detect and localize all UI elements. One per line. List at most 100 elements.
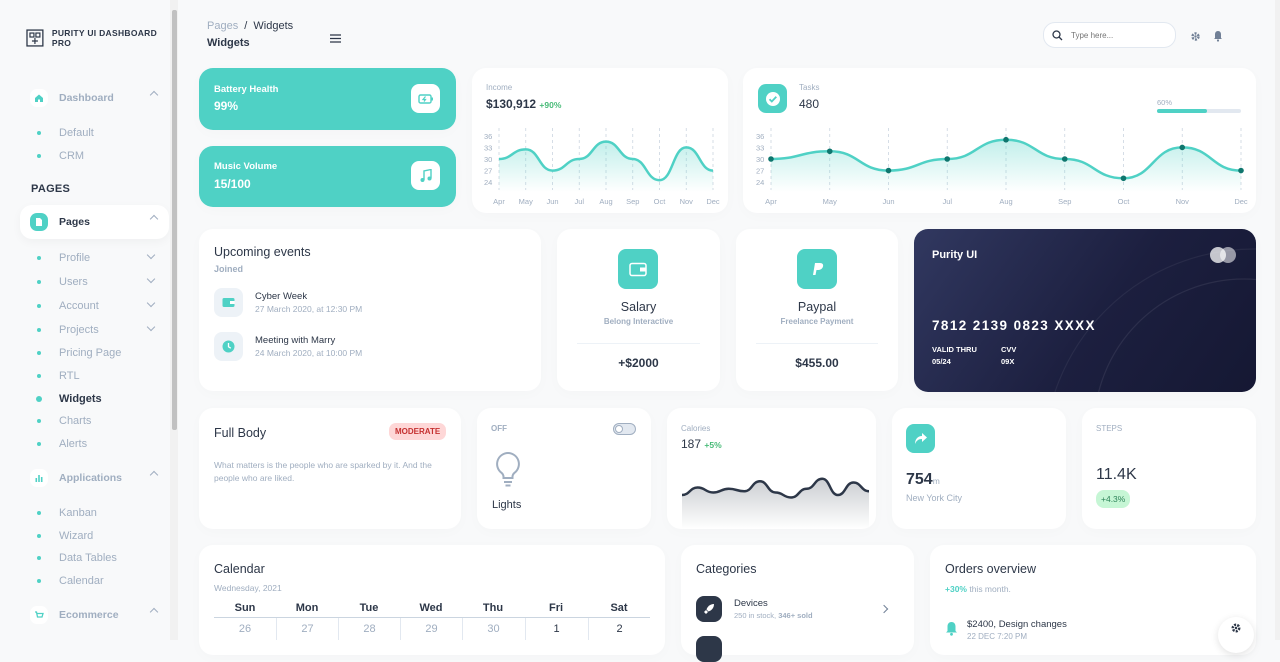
x-tick-label: Aug <box>599 197 612 206</box>
clock-icon[interactable] <box>214 332 243 361</box>
brand[interactable]: PURITY UI DASHBOARD PRO <box>26 28 178 48</box>
calendar-date[interactable]: 27 <box>276 618 338 640</box>
calories-value: 187 <box>681 437 702 451</box>
search-icon <box>1052 29 1063 40</box>
sidebar-item-default[interactable]: Default <box>37 127 94 139</box>
y-tick-label: 36 <box>484 132 492 141</box>
category-sold: 346+ sold <box>778 611 813 620</box>
calendar-date[interactable]: 30 <box>462 618 524 640</box>
event-title[interactable]: Cyber Week <box>255 291 308 302</box>
income-label: Income <box>486 83 513 92</box>
calendar-date[interactable]: 1 <box>525 618 587 640</box>
calendar-date[interactable]: 2 <box>588 618 650 640</box>
calendar-day-mon: Mon <box>295 602 319 614</box>
settings-icon[interactable] <box>1190 29 1201 47</box>
sidebar-item-label: Users <box>59 276 88 288</box>
sidebar-group-pages[interactable]: Pages <box>20 205 169 239</box>
category-title[interactable]: Devices <box>734 598 768 609</box>
sidebar-scrollbar-thumb[interactable] <box>172 10 177 430</box>
bullet-icon <box>37 511 41 515</box>
music-card: Music Volume 15/100 <box>199 146 456 207</box>
steps-label: STEPS <box>1096 424 1123 433</box>
steps-value: 11.4K <box>1096 466 1137 483</box>
configurator-button[interactable] <box>1218 617 1254 653</box>
bullet-icon <box>37 280 41 284</box>
orders-overview-card: Orders overview +30% this month. $2400, … <box>930 545 1256 655</box>
sidebar-item-label: RTL <box>59 370 80 382</box>
lights-toggle[interactable] <box>613 423 636 435</box>
area-fill <box>771 139 1241 192</box>
sidebar-group-applications[interactable]: Applications <box>20 461 169 495</box>
chevron-up-icon <box>149 90 159 100</box>
sidebar-item-label: Projects <box>59 324 99 336</box>
search-box[interactable] <box>1043 22 1176 48</box>
sidebar-item-widgets[interactable]: Widgets <box>36 393 102 405</box>
sidebar-group-ecommerce[interactable]: Ecommerce <box>20 598 169 632</box>
data-point[interactable] <box>1061 156 1068 162</box>
sidebar-item-pricing-page[interactable]: Pricing Page <box>37 347 121 359</box>
calendar-date[interactable]: 29 <box>400 618 462 640</box>
event-title[interactable]: Meeting with Marry <box>255 335 336 346</box>
sidebar-item-label: Alerts <box>59 438 88 450</box>
calendar-date[interactable]: 26 <box>238 623 252 635</box>
data-point[interactable] <box>826 148 833 155</box>
sidebar-item-projects[interactable]: Projects <box>37 324 99 336</box>
calendar-subtitle: Wednesday, 2021 <box>214 583 282 593</box>
tasks-chart: 36 33 30 27 24 Apr May Jun Jul Aug Sep Oct Nov Dec <box>756 128 1248 206</box>
wallet-icon[interactable] <box>214 288 243 317</box>
tasks-card: Tasks 480 60% 36 33 30 27 24 Apr May Jun Jul Aug S… <box>743 68 1256 213</box>
calendar-day-wed: Wed <box>419 602 443 614</box>
data-point[interactable] <box>1003 136 1009 143</box>
x-tick-label: Aug <box>999 197 1012 206</box>
data-point[interactable] <box>944 156 951 162</box>
menu-icon[interactable] <box>330 30 341 48</box>
sidebar-item-users[interactable]: Users <box>37 276 88 288</box>
data-point[interactable] <box>1238 167 1244 174</box>
sidebar-item-kanban[interactable]: Kanban <box>37 507 97 519</box>
sidebar-item-label: Calendar <box>59 575 104 587</box>
bullet-icon <box>37 442 41 446</box>
sidebar-item-crm[interactable]: CRM <box>37 150 84 162</box>
sidebar-item-profile[interactable]: Profile <box>37 252 90 264</box>
salary-value: +$2000 <box>618 356 659 370</box>
data-point[interactable] <box>1120 175 1127 182</box>
salary-card: Salary Belong Interactive +$2000 <box>557 229 720 391</box>
search-input[interactable] <box>1071 30 1171 40</box>
x-tick-label: Jul <box>574 197 584 206</box>
calendar-date[interactable]: 28 <box>338 618 400 640</box>
sidebar-item-calendar[interactable]: Calendar <box>37 575 104 587</box>
x-tick-label: Apr <box>765 197 777 206</box>
card-valid-value: 05/24 <box>932 357 951 366</box>
card-cvv-label: CVV <box>1001 345 1017 354</box>
sidebar-group-dashboard[interactable]: Dashboard <box>20 81 169 115</box>
bullet-icon <box>37 304 41 308</box>
calendar-day-fri: Fri <box>548 602 564 614</box>
sidebar-item-account[interactable]: Account <box>37 300 99 312</box>
music-note-icon <box>411 161 440 190</box>
divider <box>756 343 878 344</box>
steps-card: STEPS 11.4K +4.3% <box>1082 408 1256 529</box>
share-arrow-icon[interactable] <box>906 424 935 453</box>
data-point[interactable] <box>885 167 892 174</box>
breadcrumb-root[interactable]: Pages <box>207 20 239 32</box>
sidebar-item-charts[interactable]: Charts <box>37 415 91 427</box>
steps-change-badge: +4.3% <box>1096 490 1131 508</box>
x-tick-label: Oct <box>654 197 667 206</box>
data-point[interactable] <box>1179 144 1186 151</box>
income-value-row: $130,912 +90% <box>486 97 561 111</box>
calendar-header-divider <box>214 617 650 618</box>
sidebar-item-alerts[interactable]: Alerts <box>37 438 87 450</box>
data-point[interactable] <box>768 156 774 162</box>
page-scrollbar[interactable] <box>1275 0 1280 640</box>
bell-icon[interactable] <box>1213 29 1223 47</box>
tasks-progress-fill <box>1157 109 1208 113</box>
sidebar-item-wizard[interactable]: Wizard <box>37 530 93 542</box>
orders-subtitle: +30% this month. <box>945 584 1011 594</box>
sidebar-item-data-tables[interactable]: Data Tables <box>37 552 117 564</box>
chevron-right-icon[interactable] <box>879 604 889 614</box>
lightbulb-icon <box>494 451 522 492</box>
events-title: Upcoming events <box>214 245 311 259</box>
location-city: New York City <box>906 493 963 503</box>
sidebar-item-rtl[interactable]: RTL <box>37 370 80 382</box>
category-stock: 250 in stock, <box>734 611 779 620</box>
